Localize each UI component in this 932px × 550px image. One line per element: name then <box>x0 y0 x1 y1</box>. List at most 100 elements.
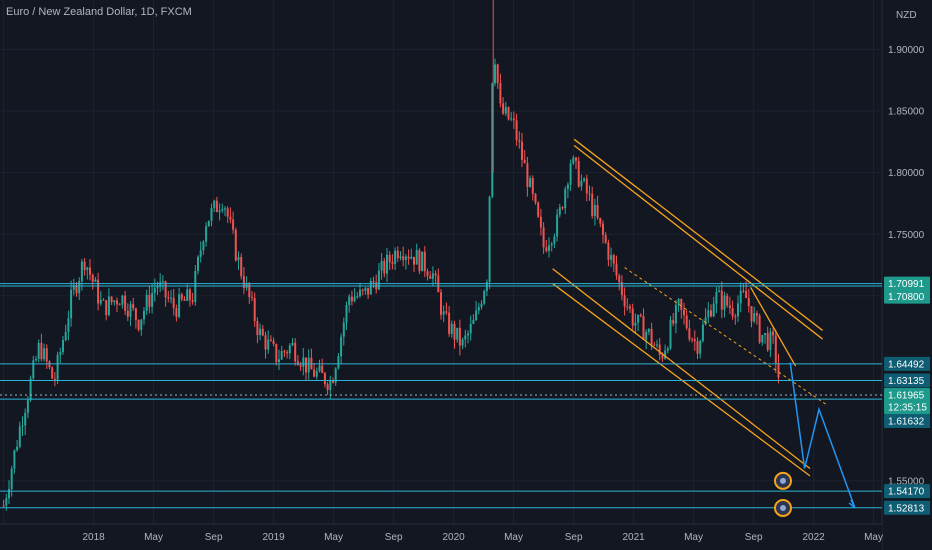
candle-body <box>67 318 70 332</box>
candle-body <box>483 291 486 304</box>
candle-body <box>572 157 575 164</box>
candle-body <box>593 204 596 217</box>
time-tick-label: Sep <box>565 532 583 543</box>
candle-body <box>518 140 521 142</box>
candle-body <box>323 373 326 385</box>
price-level-label: 1.54170 <box>888 487 925 498</box>
candle-body <box>2 505 5 507</box>
price-level-label: 1.52813 <box>888 503 925 514</box>
candle-body <box>226 208 229 217</box>
candle-body <box>774 335 777 364</box>
candle-body <box>488 196 491 283</box>
candle-body <box>170 297 172 299</box>
candle-body <box>561 207 564 209</box>
candle-body <box>602 223 604 235</box>
candle-body <box>94 279 97 282</box>
candle-body <box>53 378 56 380</box>
price-level-label: 1.70991 <box>888 279 925 290</box>
candle-body <box>207 220 210 227</box>
candle-body <box>248 283 251 298</box>
currency-label: NZD <box>896 10 917 21</box>
candle-body <box>70 289 73 319</box>
candle-body <box>264 335 267 350</box>
candle-body <box>542 227 545 248</box>
candle-body <box>121 295 124 305</box>
candle-body <box>558 207 561 215</box>
candle-body <box>132 304 135 309</box>
candle-body <box>728 305 731 309</box>
price-tick-label: 1.85000 <box>888 106 925 117</box>
candle-body <box>688 328 691 340</box>
candle-body <box>156 286 159 289</box>
candle-body <box>288 345 291 354</box>
candle-body <box>569 163 572 185</box>
candle-body <box>701 324 704 341</box>
price-level-badge <box>884 373 930 388</box>
candle-body <box>26 400 29 413</box>
candle-body <box>526 163 529 188</box>
candle-body <box>456 327 459 340</box>
candle-body <box>221 208 224 211</box>
candle-body <box>118 304 121 306</box>
price-level-badge <box>884 500 930 515</box>
projection-arrow-head <box>848 499 856 509</box>
time-tick-label: Sep <box>385 532 403 543</box>
candle-body <box>480 303 483 308</box>
candle-body <box>429 275 432 279</box>
candle-body <box>445 311 448 313</box>
candle-body <box>367 287 370 295</box>
candle-body <box>172 297 175 309</box>
candle-body <box>350 296 353 302</box>
candle-body <box>294 342 297 362</box>
time-tick-label: 2018 <box>82 532 105 543</box>
candle-body <box>291 342 294 346</box>
candle-body <box>769 331 772 350</box>
candle-body <box>469 323 472 334</box>
candle-body <box>577 160 580 187</box>
candle-body <box>712 303 715 317</box>
candle-body <box>553 236 556 244</box>
candle-body <box>504 107 507 114</box>
candle-body <box>237 257 240 261</box>
candle-body <box>534 194 537 203</box>
candle-body <box>596 204 599 219</box>
candle-body <box>72 285 75 290</box>
candle-body <box>499 82 502 104</box>
candle-body <box>529 178 532 188</box>
candle-body <box>442 311 445 315</box>
candle-body <box>566 184 569 189</box>
candle-body <box>685 315 688 329</box>
candle-body <box>656 344 658 346</box>
candle-body <box>607 242 610 260</box>
candle-body <box>386 254 388 274</box>
candle-body <box>35 358 37 361</box>
price-level-badge <box>884 387 930 414</box>
candle-body <box>620 282 623 296</box>
channel-line <box>552 268 811 470</box>
candle-body <box>329 380 332 390</box>
candle-body <box>18 426 21 447</box>
candle-body <box>213 200 216 208</box>
candle-body <box>545 247 548 251</box>
candle-body <box>742 290 745 292</box>
candle-body <box>550 243 553 246</box>
chart-title: Euro / New Zealand Dollar, 1D, FXCM <box>6 6 192 18</box>
candle-body <box>394 250 397 264</box>
candle-body <box>326 384 329 390</box>
candle-body <box>29 378 32 401</box>
candle-body <box>315 371 318 377</box>
candle-body <box>737 303 739 317</box>
candle-body <box>612 255 615 264</box>
candle-body <box>278 359 280 363</box>
candle-body <box>715 291 718 304</box>
candle-body <box>356 295 359 297</box>
candle-body <box>197 256 199 272</box>
candle-body <box>97 279 100 304</box>
candle-body <box>110 296 113 303</box>
candle-body <box>674 304 677 324</box>
candle-body <box>59 352 62 355</box>
candle-body <box>766 333 769 350</box>
candle-body <box>129 304 132 317</box>
candle-body <box>321 365 324 374</box>
